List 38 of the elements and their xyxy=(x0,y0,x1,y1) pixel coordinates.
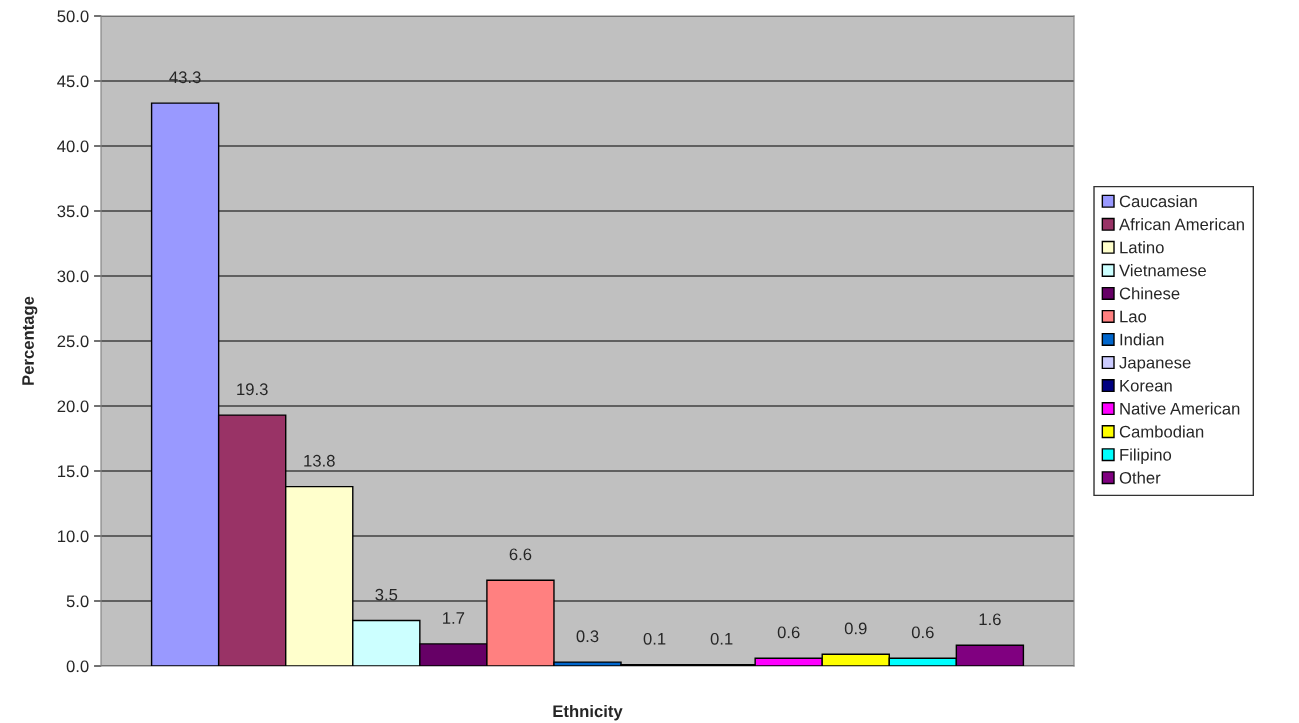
y-tick-label: 10.0 xyxy=(58,530,89,543)
y-tick-label: 50.0 xyxy=(57,10,89,23)
data-label: 3.5 xyxy=(375,588,398,601)
data-label: 0.9 xyxy=(844,622,867,635)
legend-label: Caucasian xyxy=(1119,195,1197,208)
data-label: 0.1 xyxy=(643,632,666,645)
data-label: 0.1 xyxy=(710,632,733,645)
y-tick-label: 20.0 xyxy=(57,400,89,413)
x-axis-title: Ethnicity xyxy=(553,704,623,721)
legend-label: Chinese xyxy=(1119,287,1180,300)
legend-label: Korean xyxy=(1120,379,1172,392)
legend-label: African American xyxy=(1119,218,1244,231)
legend-label: Filipino xyxy=(1120,448,1172,464)
y-axis-title: Percentage xyxy=(22,296,38,385)
data-label: 1.6 xyxy=(979,613,1001,626)
y-tick-label: 5.0 xyxy=(66,595,89,608)
data-label: 0.6 xyxy=(911,626,934,639)
y-tick-label: 40.0 xyxy=(57,140,89,153)
legend-label: Lao xyxy=(1120,310,1147,323)
legend-label: Other xyxy=(1119,471,1161,484)
data-label: 13.8 xyxy=(304,454,335,467)
legend-label: Japanese xyxy=(1119,356,1191,372)
y-tick-label: 25.0 xyxy=(57,335,89,348)
y-tick-label: 30.0 xyxy=(57,270,89,283)
legend-label: Vietnamese xyxy=(1119,264,1206,277)
legend-label: Cambodian xyxy=(1119,425,1204,438)
y-tick-label: 35.0 xyxy=(57,205,89,218)
data-label: 19.3 xyxy=(237,383,268,396)
data-label: 1.7 xyxy=(443,612,465,624)
y-tick-label: 45.0 xyxy=(57,75,89,88)
legend-label: Indian xyxy=(1120,333,1164,346)
data-label: 0.6 xyxy=(777,626,800,639)
legend-label: Native American xyxy=(1120,402,1240,415)
data-label: 6.6 xyxy=(509,548,532,561)
legend-label: Latino xyxy=(1120,241,1164,254)
data-label: 0.3 xyxy=(576,630,599,643)
y-tick-label: 15.0 xyxy=(58,465,89,478)
y-tick-label: 0.0 xyxy=(66,660,89,673)
